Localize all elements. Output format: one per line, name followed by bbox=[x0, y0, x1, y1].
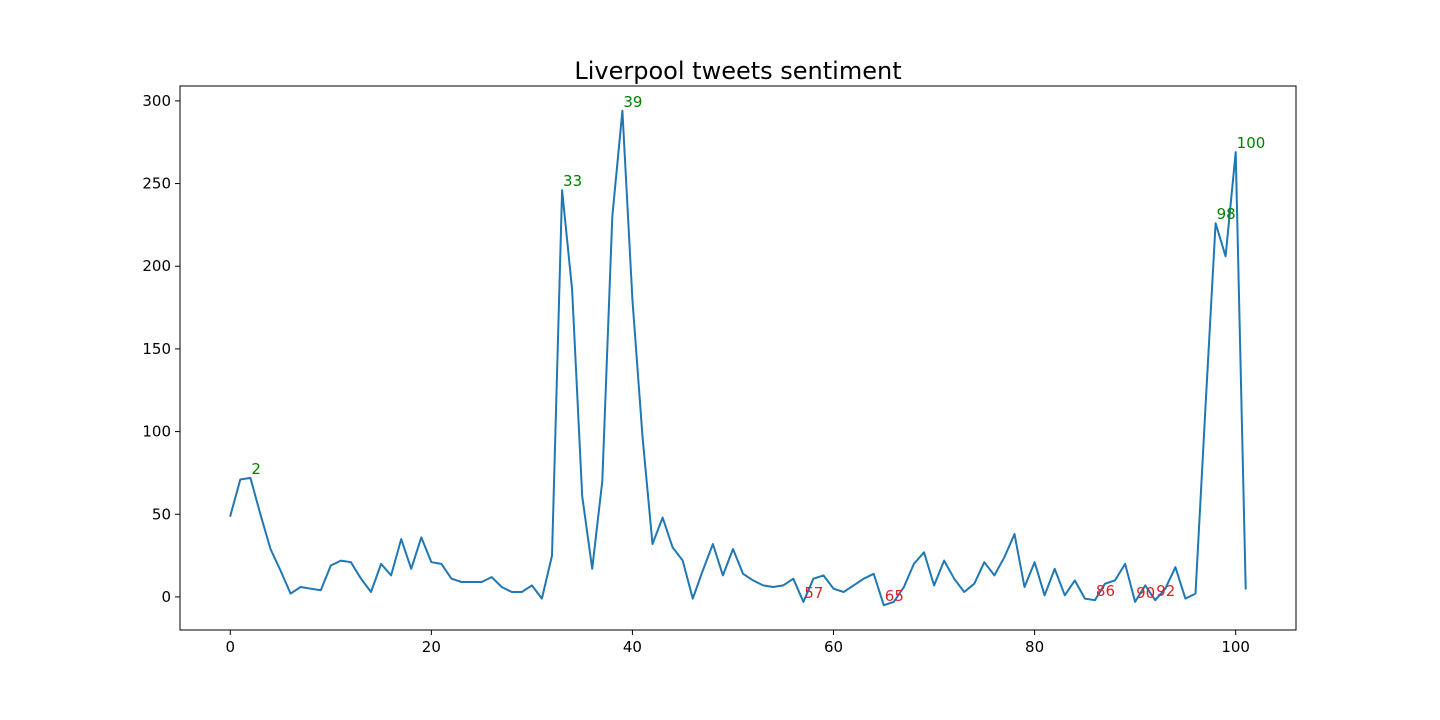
x-tick-label: 40 bbox=[623, 638, 642, 656]
x-tick-label: 80 bbox=[1025, 638, 1044, 656]
series-layer bbox=[229, 109, 1247, 607]
y-tick-label: 300 bbox=[142, 92, 171, 110]
plot-area bbox=[179, 85, 1297, 631]
annotation-label: 65 bbox=[885, 587, 904, 605]
axes: 0 20 40 60 80 100 0 50 100 150 200 250 300 bbox=[142, 92, 1250, 656]
plot-frame bbox=[179, 85, 1297, 631]
y-tick-label: 50 bbox=[152, 505, 171, 523]
annotation-label: 57 bbox=[804, 584, 823, 602]
annotation-label: 86 bbox=[1096, 582, 1115, 600]
chart-title: Liverpool tweets sentiment bbox=[574, 57, 901, 85]
y-tick-label: 150 bbox=[142, 340, 171, 358]
x-tick-label: 0 bbox=[225, 638, 235, 656]
x-tick-label: 100 bbox=[1221, 638, 1250, 656]
x-tick-label: 60 bbox=[824, 638, 843, 656]
y-tick-label: 200 bbox=[142, 257, 171, 275]
annotation-label: 92 bbox=[1156, 582, 1175, 600]
annotation-label: 2 bbox=[251, 460, 261, 478]
y-tick-label: 0 bbox=[161, 588, 171, 606]
annotations: 2 33 39 98 100 57 65 86 90 92 bbox=[251, 93, 1265, 605]
series-line bbox=[229, 109, 1247, 607]
annotation-label: 98 bbox=[1217, 205, 1236, 223]
annotation-label: 33 bbox=[563, 172, 582, 190]
annotation-label: 100 bbox=[1237, 134, 1266, 152]
annotation-label: 39 bbox=[623, 93, 642, 111]
x-tick-label: 20 bbox=[422, 638, 441, 656]
y-tick-label: 100 bbox=[142, 423, 171, 441]
annotation-label: 90 bbox=[1136, 584, 1155, 602]
y-tick-label: 250 bbox=[142, 175, 171, 193]
